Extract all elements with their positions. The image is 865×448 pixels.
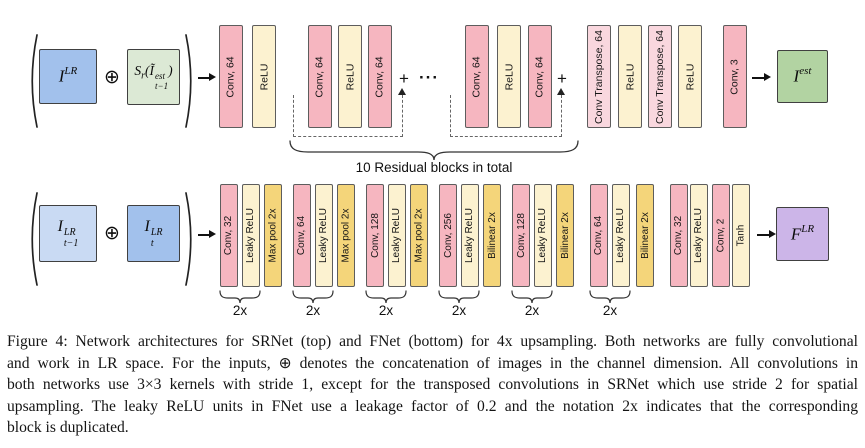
bilinear-block: Bilinear 2x <box>556 184 574 287</box>
left-paren-icon <box>31 34 38 128</box>
conv-block: Conv, 64 <box>308 25 332 128</box>
skip-arrow-up-icon <box>557 88 565 95</box>
relu-block: ReLU <box>618 25 642 128</box>
relu-block: ReLU <box>252 25 276 128</box>
flow-arrow-icon <box>198 230 216 238</box>
leaky-relu-block: Leaky ReLU <box>461 184 479 287</box>
conv-block: Conv, 128 <box>366 184 384 287</box>
conv-block: Conv, 3 <box>723 25 747 128</box>
leaky-relu-block: Leaky ReLU <box>612 184 630 287</box>
right-paren-icon <box>185 192 192 286</box>
concat-oplus-icon: ⊕ <box>104 223 120 244</box>
caption-line: block is duplicated. <box>7 419 129 437</box>
residual-add-plus: + <box>557 69 567 88</box>
caption-line: upsampling. The leaky ReLU units in FNet… <box>7 397 858 415</box>
residual-underbrace-icon <box>289 140 579 161</box>
conv-block: Conv, 64 <box>528 25 552 128</box>
maxpool-block: Max pool 2x <box>264 184 282 287</box>
output-estimate-square: Iest <box>777 50 828 103</box>
conv-block: Conv, 128 <box>512 184 530 287</box>
conv-block: Conv, 64 <box>219 25 243 128</box>
skip-connection-dashed <box>293 95 403 137</box>
right-paren-icon <box>185 34 192 128</box>
leaky-relu-block: Leaky ReLU <box>242 184 260 287</box>
leaky-relu-block: Leaky ReLU <box>315 184 333 287</box>
dup-count-label: 2x <box>451 303 467 318</box>
conv-block: Conv, 64 <box>293 184 311 287</box>
ellipsis: ··· <box>419 68 439 87</box>
dup-brace-icon <box>292 290 334 304</box>
left-paren-icon <box>31 192 38 286</box>
conv-block: Conv, 64 <box>590 184 608 287</box>
conv-block: Conv, 64 <box>465 25 489 128</box>
maxpool-block: Max pool 2x <box>410 184 428 287</box>
flow-arrow-icon <box>198 73 216 81</box>
relu-block: ReLU <box>338 25 362 128</box>
bilinear-block: Bilinear 2x <box>483 184 501 287</box>
dup-brace-icon <box>219 290 261 304</box>
conv-block: Conv, 32 <box>220 184 238 287</box>
warped-estimate-square: Sr(Ĩ est t−1) <box>127 49 180 105</box>
conv-transpose-block: Conv Transpose, 64 <box>587 25 611 128</box>
caption-line: both networks use 3×3 kernels with strid… <box>7 376 858 394</box>
dup-count-label: 2x <box>232 303 248 318</box>
concat-oplus-icon: ⊕ <box>104 67 120 88</box>
dup-count-label: 2x <box>378 303 394 318</box>
conv-block: Conv, 32 <box>670 184 688 287</box>
leaky-relu-block: Leaky ReLU <box>534 184 552 287</box>
dup-brace-icon <box>365 290 407 304</box>
figure-caption: Figure 4: Network architectures for SRNe… <box>7 331 858 439</box>
conv-block: Conv, 256 <box>439 184 457 287</box>
flow-arrow-icon <box>757 230 776 238</box>
conv-block: Conv, 2 <box>712 184 730 287</box>
conv-block: Conv, 64 <box>368 25 392 128</box>
flow-arrow-icon <box>752 73 771 81</box>
dup-count-label: 2x <box>305 303 321 318</box>
prev-frame-square: I LR t−1 <box>39 205 97 262</box>
residual-add-plus: + <box>399 69 409 88</box>
skip-connection-dashed <box>450 95 562 137</box>
dup-brace-icon <box>438 290 480 304</box>
tanh-block: Tanh <box>732 184 750 287</box>
skip-arrow-up-icon <box>398 88 406 95</box>
dup-brace-icon <box>511 290 553 304</box>
current-frame-square: I LR t <box>127 205 180 262</box>
caption-line: Figure 4: Network architectures for SRNe… <box>7 333 858 350</box>
output-flow-square: FLR <box>776 207 829 261</box>
conv-transpose-block: Conv Transpose, 64 <box>648 25 672 128</box>
leaky-relu-block: Leaky ReLU <box>690 184 708 287</box>
leaky-relu-block: Leaky ReLU <box>388 184 406 287</box>
residual-count-label: 10 Residual blocks in total <box>355 160 513 175</box>
bilinear-block: Bilinear 2x <box>636 184 654 287</box>
dup-count-label: 2x <box>524 303 540 318</box>
maxpool-block: Max pool 2x <box>337 184 355 287</box>
dup-count-label: 2x <box>602 303 618 318</box>
relu-block: ReLU <box>497 25 521 128</box>
relu-block: ReLU <box>678 25 702 128</box>
caption-line: and work in LR space. For the inputs, ⊕ … <box>7 354 858 372</box>
input-image-square: ILR <box>39 49 97 104</box>
dup-brace-icon <box>589 290 631 304</box>
